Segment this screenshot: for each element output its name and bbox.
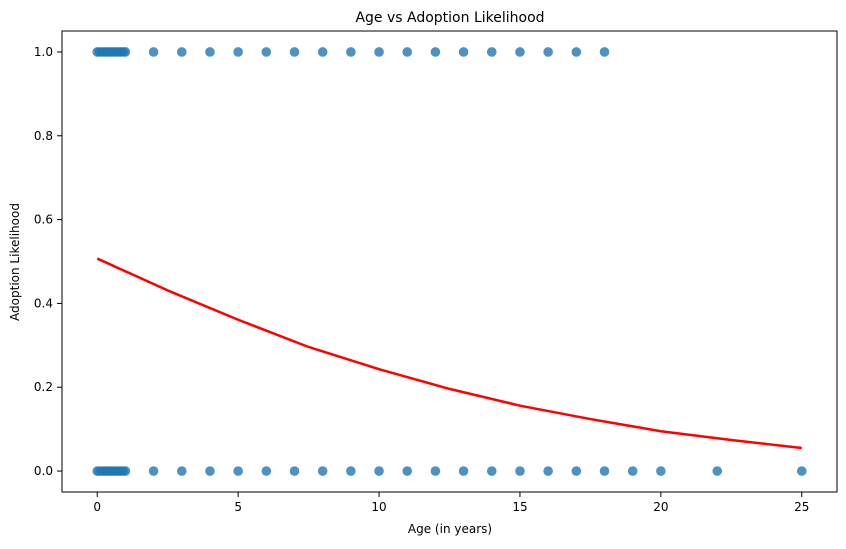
axes-frame (61, 30, 838, 493)
data-point (712, 466, 723, 476)
plot-background (62, 31, 837, 492)
data-point (317, 466, 328, 476)
data-point (148, 466, 159, 476)
data-point (261, 466, 272, 476)
data-point (599, 47, 610, 57)
regression-curve (96, 257, 802, 450)
axes-layer: 0 5 10 15 20 25 0.0 0.2 0.4 0.6 0.8 1.0 (34, 30, 838, 514)
regression-curve-layer (96, 257, 802, 450)
x-tick-label: 0 (93, 500, 101, 514)
x-tick-label: 15 (512, 500, 527, 514)
data-point (796, 466, 807, 476)
data-point (176, 47, 187, 57)
data-point (374, 47, 384, 57)
data-point (148, 47, 159, 57)
data-point (289, 466, 300, 476)
data-point (656, 466, 666, 476)
data-point (458, 47, 469, 57)
x-axis-label: Age (in years) (408, 522, 492, 536)
data-point (402, 47, 413, 57)
data-point (261, 47, 272, 57)
data-point (627, 466, 638, 476)
data-point (233, 47, 243, 57)
data-point (374, 466, 384, 476)
data-point (515, 466, 525, 476)
data-point (430, 47, 441, 57)
y-tick-label: 0.4 (34, 296, 53, 310)
plot-area (62, 31, 837, 492)
data-point (599, 466, 610, 476)
data-point (289, 47, 300, 57)
data-point (233, 466, 243, 476)
chart-title: Age vs Adoption Likelihood (355, 10, 544, 26)
x-tick-label: 10 (371, 500, 386, 514)
y-axis-label: Adoption Likelihood (8, 203, 22, 321)
data-point (486, 47, 497, 57)
data-point (176, 466, 187, 476)
y-tick-label: 0.8 (34, 129, 53, 143)
x-tick-label: 25 (794, 500, 809, 514)
data-point (571, 47, 582, 57)
data-point (317, 47, 328, 57)
data-point (486, 466, 497, 476)
data-point (120, 47, 131, 57)
y-tick-label: 0.6 (34, 213, 53, 227)
x-tick-label: 20 (653, 500, 668, 514)
data-point (346, 466, 356, 476)
data-point (571, 466, 582, 476)
data-point (402, 466, 413, 476)
data-point (205, 466, 215, 476)
data-point (543, 466, 553, 476)
data-point (543, 47, 553, 57)
points-layer (92, 47, 807, 476)
data-point (458, 466, 469, 476)
data-point (430, 466, 441, 476)
data-point (515, 47, 525, 57)
data-point (205, 47, 215, 57)
y-tick-label: 1.0 (34, 45, 53, 59)
y-tick-label: 0.2 (34, 380, 53, 394)
y-tick-label: 0.0 (34, 464, 53, 478)
x-tick-label: 5 (234, 500, 242, 514)
data-point (120, 466, 131, 476)
data-point (346, 47, 356, 57)
